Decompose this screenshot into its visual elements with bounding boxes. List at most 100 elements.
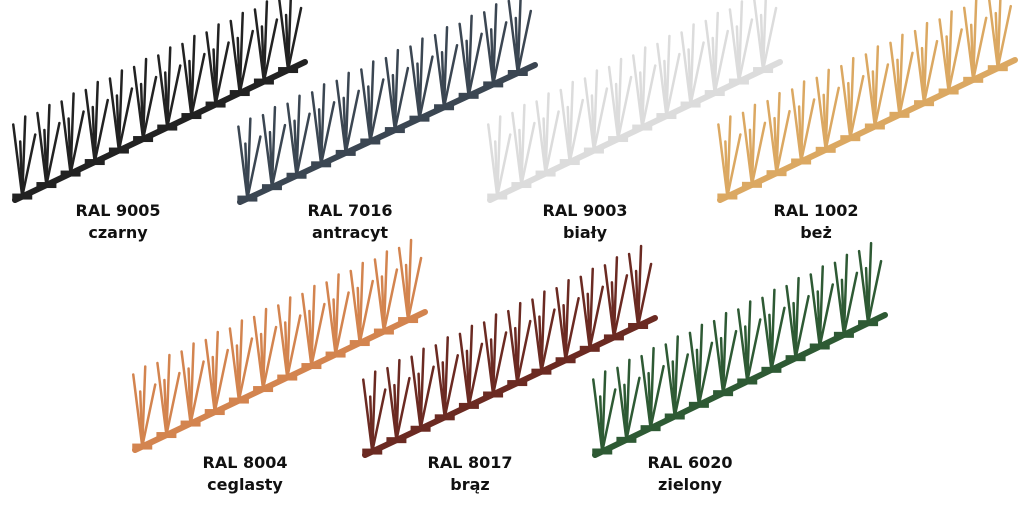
spike bbox=[246, 135, 262, 200]
spike bbox=[719, 336, 725, 395]
strip-base bbox=[487, 59, 783, 203]
color-code: RAL 6020 bbox=[648, 453, 733, 472]
spike-strip bbox=[237, 0, 538, 205]
spike bbox=[214, 41, 230, 106]
spike bbox=[45, 121, 61, 187]
color-code: RAL 8004 bbox=[203, 453, 288, 472]
spike bbox=[465, 39, 470, 98]
spike bbox=[592, 87, 609, 152]
spike bbox=[342, 96, 347, 155]
spike bbox=[93, 98, 109, 164]
spike-strip bbox=[487, 0, 783, 203]
spike bbox=[639, 71, 644, 129]
spike bbox=[514, 16, 520, 75]
spike bbox=[442, 43, 459, 109]
spike bbox=[393, 66, 410, 132]
spike bbox=[797, 105, 803, 163]
color-name: zielony bbox=[658, 475, 723, 494]
spike bbox=[750, 121, 767, 187]
spike bbox=[623, 383, 628, 442]
spike bbox=[332, 298, 337, 356]
spike bbox=[441, 361, 446, 419]
color-name: ceglasty bbox=[207, 475, 283, 494]
spike bbox=[663, 59, 668, 118]
spike bbox=[91, 105, 96, 164]
spike bbox=[380, 275, 386, 333]
spike bbox=[188, 59, 193, 118]
spike bbox=[542, 117, 547, 175]
spike bbox=[371, 388, 387, 453]
spike bbox=[792, 301, 797, 360]
spike bbox=[697, 341, 714, 407]
spike bbox=[164, 71, 169, 129]
spike bbox=[213, 348, 229, 414]
color-code: RAL 9005 bbox=[76, 201, 161, 220]
spike bbox=[369, 395, 374, 453]
spike bbox=[467, 32, 483, 98]
spike bbox=[494, 140, 499, 198]
spike bbox=[768, 313, 773, 372]
spike bbox=[726, 133, 742, 198]
spike bbox=[236, 36, 241, 95]
spike bbox=[237, 337, 254, 402]
spike bbox=[393, 383, 398, 442]
spike bbox=[69, 110, 85, 175]
spike bbox=[588, 285, 604, 351]
strip-base bbox=[592, 312, 888, 458]
spike bbox=[189, 360, 205, 425]
spike bbox=[491, 331, 508, 396]
spike bbox=[871, 70, 877, 128]
spike bbox=[849, 74, 865, 140]
spike bbox=[212, 48, 217, 106]
spike bbox=[822, 93, 827, 152]
spike bbox=[416, 62, 421, 120]
spike bbox=[310, 302, 326, 368]
spike bbox=[514, 326, 519, 385]
spike bbox=[262, 18, 279, 83]
spike bbox=[391, 73, 397, 132]
spike bbox=[358, 279, 374, 345]
spike bbox=[625, 376, 641, 442]
spike bbox=[187, 367, 192, 425]
strip-base bbox=[12, 59, 308, 203]
spike bbox=[293, 119, 298, 177]
spike bbox=[516, 9, 533, 75]
spike bbox=[689, 41, 705, 106]
spike bbox=[238, 29, 254, 95]
strip-base bbox=[237, 62, 538, 205]
spike bbox=[647, 371, 652, 430]
spike bbox=[601, 388, 617, 453]
spike bbox=[847, 81, 852, 140]
spike bbox=[673, 353, 689, 418]
spike bbox=[382, 268, 399, 333]
color-code: RAL 1002 bbox=[774, 201, 859, 220]
spike bbox=[211, 355, 216, 414]
spike bbox=[564, 296, 580, 362]
spike bbox=[634, 269, 640, 328]
spike bbox=[773, 116, 778, 175]
spike bbox=[165, 371, 181, 437]
color-name: beż bbox=[800, 223, 832, 242]
spike bbox=[873, 63, 890, 128]
spike bbox=[840, 278, 846, 337]
spike bbox=[308, 309, 313, 368]
spike bbox=[775, 109, 791, 175]
spike bbox=[356, 286, 361, 345]
spike bbox=[724, 140, 729, 198]
spike bbox=[417, 372, 422, 430]
color-name: brąz bbox=[450, 475, 489, 494]
spike bbox=[898, 51, 914, 117]
spike bbox=[235, 344, 241, 402]
spike bbox=[395, 376, 411, 442]
spike bbox=[259, 332, 265, 391]
spike bbox=[770, 306, 786, 372]
spike bbox=[947, 28, 963, 93]
color-code: RAL 8017 bbox=[428, 453, 513, 472]
color-name: czarny bbox=[88, 223, 148, 242]
spike bbox=[295, 112, 311, 177]
spike bbox=[163, 378, 168, 437]
spike bbox=[922, 39, 939, 105]
spike bbox=[713, 29, 729, 95]
spike bbox=[971, 16, 988, 82]
